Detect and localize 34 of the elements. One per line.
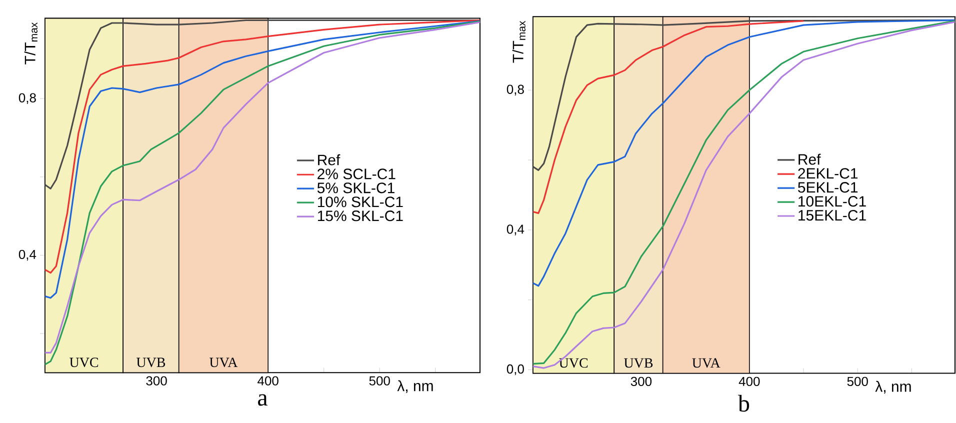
legend-label: 15% SKL-C1 xyxy=(318,210,403,222)
x-tick-label: 400 xyxy=(738,376,760,386)
y-axis-title: T/T$_{max}$ xyxy=(512,20,526,63)
legend-label: 10% SKL-C1 xyxy=(318,196,403,208)
x-axis-title: λ, nm xyxy=(397,380,433,393)
legend-label: Ref xyxy=(318,154,340,166)
legend-label: 5EKL-C1 xyxy=(798,182,858,193)
band-label: UVA xyxy=(692,358,720,368)
y-tick-label: 0,0 xyxy=(506,364,524,376)
text: a xyxy=(258,394,268,406)
y-tick-label: 0,8 xyxy=(506,84,524,96)
y-axis-title: T/T$_{max}$ xyxy=(24,22,38,64)
x-tick-label: 300 xyxy=(146,376,167,386)
y-tick-label: 0,8 xyxy=(18,93,36,104)
x-tick-label: 500 xyxy=(847,376,868,386)
x-tick-label: 300 xyxy=(630,376,652,386)
x-axis-title: λ, nm xyxy=(875,380,911,394)
y-tick-label: 0,4 xyxy=(18,250,36,261)
legend-label: 5% SKL-C1 xyxy=(317,182,394,194)
x-tick-label: 500 xyxy=(369,376,390,386)
band-label: UVC xyxy=(559,358,588,368)
x-tick-label: 400 xyxy=(258,376,278,386)
text: b xyxy=(738,394,750,412)
legend-label: Ref xyxy=(798,154,821,165)
band-label: UVB xyxy=(624,358,653,368)
band-label: UVB xyxy=(136,358,166,368)
line-series xyxy=(532,19,956,287)
y-tick-label: 0,4 xyxy=(506,224,524,236)
band-label: UVA xyxy=(210,358,238,368)
legend-label: 15EKL-C1 xyxy=(798,210,866,221)
legend-label: 2% SCL-C1 xyxy=(318,168,396,180)
band-label: UVC xyxy=(70,358,98,368)
legend-label: 2EKL-C1 xyxy=(798,168,858,179)
legend-label: 10EKL-C1 xyxy=(798,196,866,207)
